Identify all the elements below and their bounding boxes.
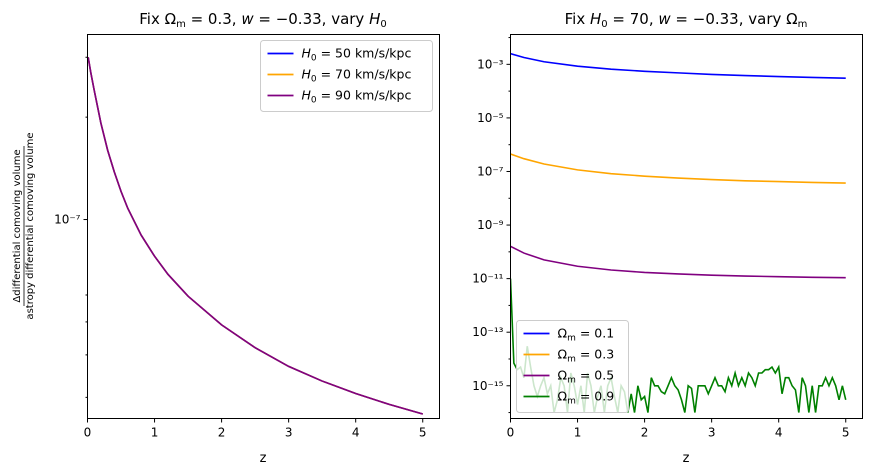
- legend-label: H0 = 50 km/s/kpc: [302, 46, 412, 64]
- legend-label: Ωm = 0.9: [558, 389, 615, 407]
- right-axes-frame: [510, 34, 863, 419]
- left-chart-title: Fix Ωm = 0.3, w = −0.33, vary H0: [139, 10, 387, 30]
- left-y-axis-label-numerator: Δdifferential comoving volume: [12, 149, 23, 302]
- x-tick-label: 0: [507, 426, 515, 440]
- y-tick-label: 10⁻¹³: [472, 325, 503, 339]
- left-y-axis-label-denominator: astropy differential comoving volume: [25, 132, 36, 319]
- x-tick-label: 1: [151, 426, 159, 440]
- series-line-2: [510, 153, 846, 184]
- x-tick-label: 3: [285, 426, 293, 440]
- left-y-ticks: 10⁻⁷: [54, 56, 88, 398]
- series-line-1: [510, 52, 846, 79]
- right-y-ticks: 10⁻³ 10⁻⁵ 10⁻⁷ 10⁻⁹ 10⁻¹¹ 10⁻¹³ 10⁻¹⁵: [472, 37, 511, 414]
- legend-label: Ωm = 0.1: [558, 326, 615, 344]
- legend-label: Ωm = 0.3: [558, 347, 615, 365]
- left-x-axis-label: z: [260, 451, 267, 466]
- series-line-3: [87, 57, 423, 415]
- left-x-ticks: 0 1 2 3 4 5: [84, 418, 427, 440]
- left-y-axis-label: Δdifferential comoving volume astropy di…: [12, 132, 36, 319]
- y-tick-label: 10⁻⁵: [477, 111, 504, 125]
- x-tick-label: 4: [352, 426, 360, 440]
- series-line-3: [510, 245, 846, 279]
- x-tick-label: 1: [574, 426, 582, 440]
- x-tick-label: 5: [419, 426, 427, 440]
- y-tick-label: 10⁻³: [477, 57, 504, 71]
- right-chart-title: Fix H0 = 70, w = −0.33, vary Ωm: [565, 10, 808, 30]
- y-tick-label: 10⁻¹¹: [472, 272, 503, 286]
- right-chart: Fix H0 = 70, w = −0.33, vary Ωm 0 1 2 3 4 5 1…: [472, 10, 863, 466]
- x-tick-label: 2: [218, 426, 226, 440]
- left-plot-area: [87, 57, 423, 415]
- y-tick-label: 10⁻⁹: [477, 218, 504, 232]
- x-tick-label: 4: [775, 426, 783, 440]
- legend-label: H0 = 70 km/s/kpc: [302, 67, 412, 85]
- left-legend: H0 = 50 km/s/kpc H0 = 70 km/s/kpc H0 = 90 …: [260, 40, 433, 112]
- y-tick-label: 10⁻⁷: [54, 213, 81, 227]
- right-legend: Ωm = 0.1 Ωm = 0.3 Ωm = 0.5 Ωm = 0.9: [516, 320, 629, 413]
- x-tick-label: 3: [708, 426, 716, 440]
- y-tick-label: 10⁻¹⁵: [472, 379, 503, 393]
- x-tick-label: 0: [84, 426, 92, 440]
- legend-box: [516, 320, 629, 413]
- x-tick-label: 2: [641, 426, 649, 440]
- right-x-axis-label: z: [683, 451, 690, 466]
- legend-label: H0 = 90 km/s/kpc: [302, 88, 412, 106]
- x-tick-label: 5: [842, 426, 850, 440]
- right-x-ticks: 0 1 2 3 4 5: [507, 418, 850, 440]
- legend-box: [260, 40, 433, 112]
- legend-label: Ωm = 0.5: [558, 368, 615, 386]
- left-axes-frame: [87, 34, 440, 419]
- y-tick-label: 10⁻⁷: [477, 164, 504, 178]
